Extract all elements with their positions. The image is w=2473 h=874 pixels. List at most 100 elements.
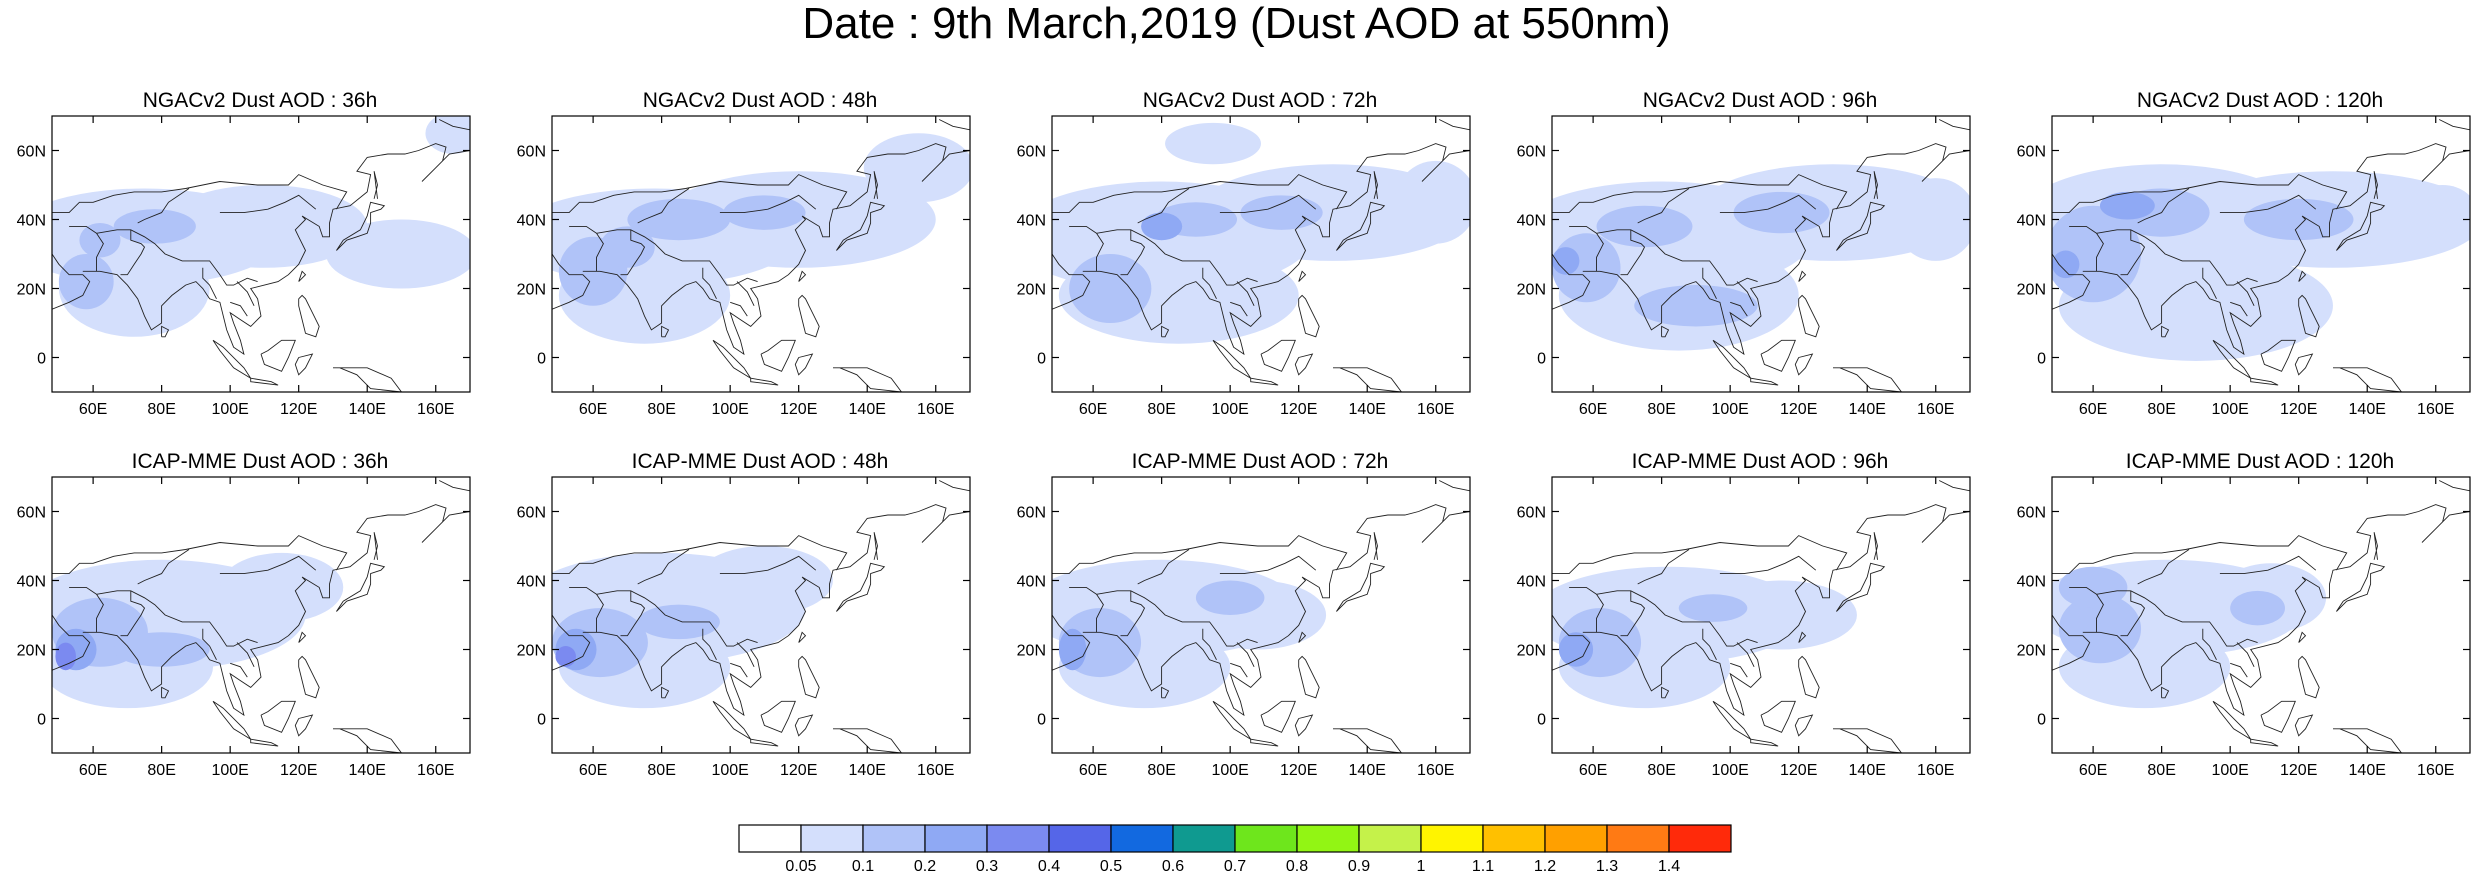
panel-title: NGACv2 Dust AOD : 120h xyxy=(2136,89,2384,112)
lat-tick-label: 60N xyxy=(17,505,46,522)
aod-region xyxy=(599,226,655,268)
lat-tick-label: 40N xyxy=(17,213,46,230)
colorbar-label: 0.3 xyxy=(976,858,998,872)
lat-tick-label: 40N xyxy=(17,574,46,591)
colorbar-label: 0.7 xyxy=(1224,858,1246,872)
lon-tick-label: 80E xyxy=(647,401,675,418)
colorbar-box xyxy=(1420,824,1484,853)
aod-region xyxy=(2243,198,2354,241)
panel-title: ICAP-MME Dust AOD : 48h xyxy=(631,450,889,473)
lat-tick-label: 20N xyxy=(2017,643,2046,660)
panel-title: NGACv2 Dust AOD : 36h xyxy=(142,89,378,112)
plot-frame xyxy=(51,476,471,754)
lon-tick-label: 120E xyxy=(780,401,817,418)
lat-tick-label: 40N xyxy=(2017,574,2046,591)
aod-region xyxy=(1733,191,1830,234)
coastlines xyxy=(2052,480,2470,753)
aod-field xyxy=(552,477,970,753)
lon-tick-label: 140E xyxy=(2349,401,2386,418)
lat-tick-label: 0 xyxy=(1537,712,1546,729)
panel-title: NGACv2 Dust AOD : 48h xyxy=(642,89,878,112)
lat-tick-label: 40N xyxy=(1517,574,1546,591)
lon-tick-label: 140E xyxy=(849,401,886,418)
lon-tick-label: 100E xyxy=(2211,401,2248,418)
plot-frame xyxy=(2051,115,2471,393)
aod-region xyxy=(161,185,368,268)
aod-field xyxy=(552,116,970,392)
aod-region xyxy=(555,646,576,667)
lon-tick-label: 80E xyxy=(147,401,175,418)
lat-tick-label: 0 xyxy=(537,712,546,729)
lat-tick-label: 0 xyxy=(2037,712,2046,729)
lat-tick-label: 40N xyxy=(1517,213,1546,230)
lon-tick-label: 100E xyxy=(1711,762,1748,779)
coastlines xyxy=(552,119,970,392)
lat-tick-label: 20N xyxy=(17,282,46,299)
map-plot: 60E 80E 100E 120E 140E 160E 60N 40N 20N 0 xyxy=(2017,115,2471,418)
aod-region xyxy=(2052,250,2080,279)
coastlines xyxy=(2052,119,2470,392)
lon-tick-label: 80E xyxy=(1647,401,1675,418)
coastlines xyxy=(1552,119,1970,392)
colorbar: 0.05 0.1 0.2 0.3 0.4 0.5 0.6 0.7 0.8 0.9 1 1.1 1.2 1.… xyxy=(738,824,1732,872)
lon-tick-label: 160E xyxy=(1417,401,1454,418)
lon-tick-label: 140E xyxy=(349,762,386,779)
aod-field xyxy=(1552,116,1970,392)
colorbar-label: 0.8 xyxy=(1286,858,1308,872)
lon-tick-label: 100E xyxy=(711,401,748,418)
lon-tick-label: 140E xyxy=(1849,762,1886,779)
plot-frame xyxy=(1051,115,1471,393)
map-panel: ICAP-MME Dust AOD : 36h 60E 80E 100E 120E 140… xyxy=(2,451,471,779)
aod-region xyxy=(58,254,114,310)
aod-region xyxy=(1552,247,1580,275)
lat-tick-label: 60N xyxy=(17,144,46,161)
aod-region xyxy=(1596,205,1693,248)
map-plot: 60E 80E 100E 120E 140E 160E 60N 40N 20N 0 xyxy=(17,476,471,779)
lat-tick-label: 60N xyxy=(1517,144,1546,161)
main-title: Date : 9th March,2019 (Dust AOD at 550nm… xyxy=(802,0,1671,48)
panel-title: ICAP-MME Dust AOD : 120h xyxy=(2125,450,2395,473)
plot-frame xyxy=(1051,476,1471,754)
aod-field xyxy=(1052,116,1470,392)
lon-tick-label: 60E xyxy=(579,762,607,779)
lon-tick-label: 140E xyxy=(349,401,386,418)
lon-tick-label: 140E xyxy=(1349,401,1386,418)
map-panel: ICAP-MME Dust AOD : 120h 60E 80E 100E 120E 14… xyxy=(2002,451,2471,779)
lon-tick-label: 120E xyxy=(1780,762,1817,779)
lon-tick-label: 100E xyxy=(211,401,248,418)
lon-tick-label: 60E xyxy=(79,401,107,418)
map-panel: NGACv2 Dust AOD : 36h 60E 80E 100E 120E 140E 1… xyxy=(2,90,471,418)
lon-tick-label: 160E xyxy=(2417,762,2454,779)
lat-tick-label: 60N xyxy=(2017,505,2046,522)
colorbar-label: 1.1 xyxy=(1472,858,1494,872)
aod-region xyxy=(1894,178,1970,261)
lon-tick-label: 160E xyxy=(417,401,454,418)
colorbar-label: 0.4 xyxy=(1038,858,1060,872)
aod-region xyxy=(2099,191,2155,220)
colorbar-box xyxy=(1544,824,1608,853)
lon-tick-label: 120E xyxy=(1780,401,1817,418)
lon-tick-label: 160E xyxy=(917,401,954,418)
lat-tick-label: 40N xyxy=(1017,574,1046,591)
lat-tick-label: 40N xyxy=(517,213,546,230)
coastlines xyxy=(552,480,970,753)
lon-tick-label: 60E xyxy=(1079,762,1107,779)
lat-tick-label: 0 xyxy=(37,712,46,729)
colorbar-box xyxy=(1048,824,1112,853)
lon-tick-label: 80E xyxy=(647,762,675,779)
coastlines xyxy=(1052,480,1470,753)
lat-tick-label: 40N xyxy=(2017,213,2046,230)
map-plot: 60E 80E 100E 120E 140E 160E 60N 40N 20N 0 xyxy=(2017,476,2471,779)
aod-region xyxy=(695,546,833,615)
lat-tick-label: 20N xyxy=(2017,282,2046,299)
map-plot: 60E 80E 100E 120E 140E 160E 60N 40N 20N 0 xyxy=(1517,476,1971,779)
colorbar-box xyxy=(986,824,1050,853)
lon-tick-label: 120E xyxy=(280,762,317,779)
map-plot: 60E 80E 100E 120E 140E 160E 60N 40N 20N 0 xyxy=(17,115,471,418)
lat-tick-label: 40N xyxy=(517,574,546,591)
colorbar-box xyxy=(1668,824,1732,853)
lon-tick-label: 80E xyxy=(1147,401,1175,418)
map-plot: 60E 80E 100E 120E 140E 160E 60N 40N 20N 0 xyxy=(1517,115,1971,418)
lon-tick-label: 140E xyxy=(849,762,886,779)
colorbar-box xyxy=(1482,824,1546,853)
